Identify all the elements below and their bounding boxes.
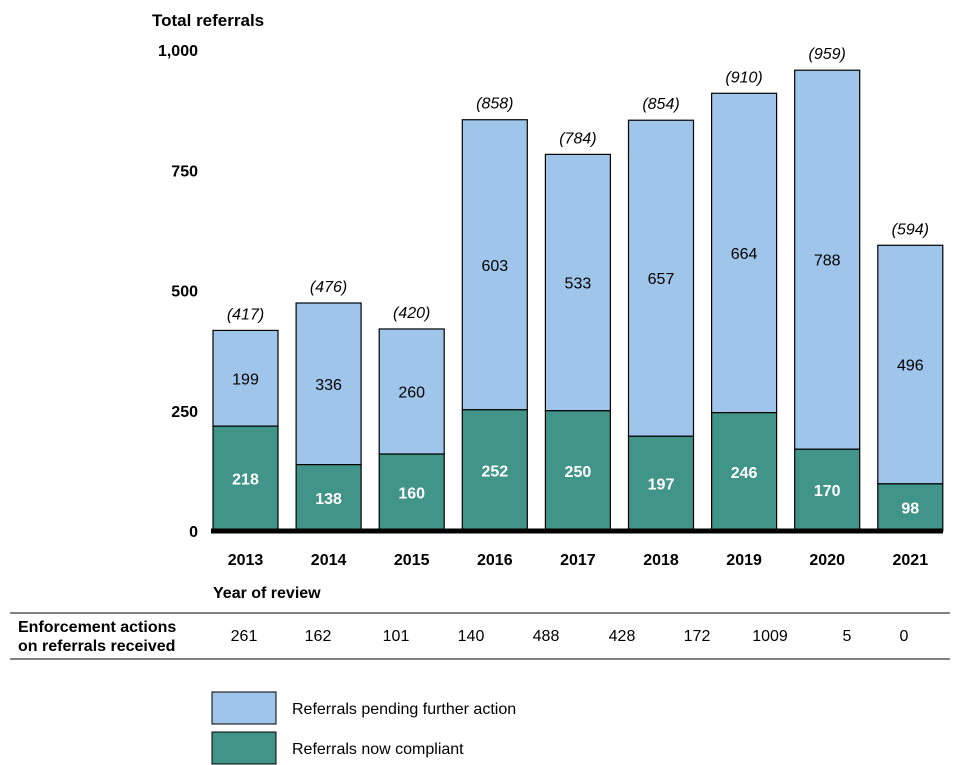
data-label-compliant: 98: [901, 500, 919, 517]
x-tick-label: 2014: [311, 552, 347, 569]
bars: 199 218 (417) 336 138 (476) 260 160 (420) 603 252 (…: [212, 46, 944, 532]
data-label-pending: 664: [731, 246, 758, 263]
x-tick-label: 2018: [643, 552, 679, 569]
bar-segment-compliant: [877, 483, 944, 532]
x-tick-label: 2017: [560, 552, 596, 569]
bar-segment-compliant: [544, 410, 612, 532]
data-label-total: (417): [227, 306, 264, 323]
bar-segment-pending: [710, 92, 778, 414]
table-cell: 428: [609, 628, 636, 645]
table-cell: 1009: [752, 628, 788, 645]
data-label-total: (594): [892, 221, 929, 238]
data-label-compliant: 170: [814, 483, 841, 500]
data-label-pending: 533: [565, 276, 592, 293]
bar-segment-compliant: [794, 448, 861, 532]
data-label-pending: 657: [648, 271, 675, 288]
data-label-pending: 199: [232, 371, 259, 388]
bar-segment-pending: [212, 329, 279, 427]
table-cell: 140: [458, 628, 485, 645]
table-values: 261 162 101 140 488 428 172 1009 5 0: [231, 628, 909, 645]
legend: Referrals pending further action Referra…: [211, 691, 516, 765]
legend-label-compliant: Referrals now compliant: [292, 741, 464, 758]
table-cell: 0: [900, 628, 909, 645]
bar-segment-compliant: [461, 409, 528, 532]
data-label-total: (420): [393, 305, 430, 322]
legend-swatch-compliant: [211, 731, 277, 765]
data-label-pending: 496: [897, 358, 924, 375]
x-tick-label: 2016: [477, 552, 513, 569]
y-tick-label: 1,000: [158, 43, 198, 60]
bar-segment-compliant: [627, 435, 695, 532]
data-label-pending: 603: [481, 258, 508, 275]
bar-segment-compliant: [378, 453, 445, 532]
bar-segment-compliant: [295, 464, 362, 532]
data-label-total: (858): [476, 96, 513, 113]
table-row-label-line1: Enforcement actions: [18, 619, 176, 636]
bar-segment-pending: [295, 302, 362, 466]
y-axis-tick-labels: 0 250 500 750 1,000: [158, 43, 198, 541]
x-axis-tick-labels: 2013 2014 2015 2016 2017 2018 2019 2020 2021: [228, 552, 928, 569]
data-label-pending: 260: [398, 385, 425, 402]
bar-segment-compliant: [710, 412, 778, 532]
table-row-label-line2: on referrals received: [18, 638, 175, 655]
y-tick-label: 250: [171, 404, 198, 421]
bar-segment-pending: [627, 119, 695, 437]
bar-segment-pending: [877, 244, 944, 485]
table-cell: 162: [305, 628, 332, 645]
data-label-total: (854): [642, 96, 679, 113]
x-tick-label: 2019: [726, 552, 762, 569]
data-label-pending: 788: [814, 253, 841, 270]
x-tick-label: 2015: [394, 552, 430, 569]
data-label-compliant: 160: [398, 486, 425, 503]
bar-segment-compliant: [212, 425, 279, 532]
x-tick-label: 2021: [893, 552, 929, 569]
data-label-pending: 336: [315, 377, 342, 394]
data-label-total: (784): [559, 130, 596, 147]
data-label-total: (910): [725, 69, 762, 86]
x-axis-label: Year of review: [213, 585, 321, 602]
x-tick-label: 2020: [809, 552, 845, 569]
data-label-compliant: 246: [731, 465, 758, 482]
table-cell: 101: [383, 628, 410, 645]
legend-label-pending: Referrals pending further action: [292, 701, 516, 718]
data-label-compliant: 138: [315, 491, 342, 508]
table-cell: 172: [684, 628, 711, 645]
bar-segment-pending: [794, 69, 861, 450]
y-tick-label: 0: [189, 524, 198, 541]
table-cell: 5: [843, 628, 852, 645]
x-tick-label: 2013: [228, 552, 264, 569]
legend-swatch-pending: [211, 691, 277, 725]
chart-title: Total referrals: [152, 11, 264, 30]
data-label-total: (476): [310, 279, 347, 296]
y-tick-label: 500: [171, 284, 198, 301]
data-label-compliant: 250: [565, 464, 592, 481]
data-label-compliant: 218: [232, 472, 259, 489]
table-cell: 488: [533, 628, 560, 645]
y-tick-label: 750: [171, 163, 198, 180]
data-label-total: (959): [809, 46, 846, 63]
data-label-compliant: 197: [648, 477, 675, 494]
table-cell: 261: [231, 628, 258, 645]
data-label-compliant: 252: [481, 463, 508, 480]
